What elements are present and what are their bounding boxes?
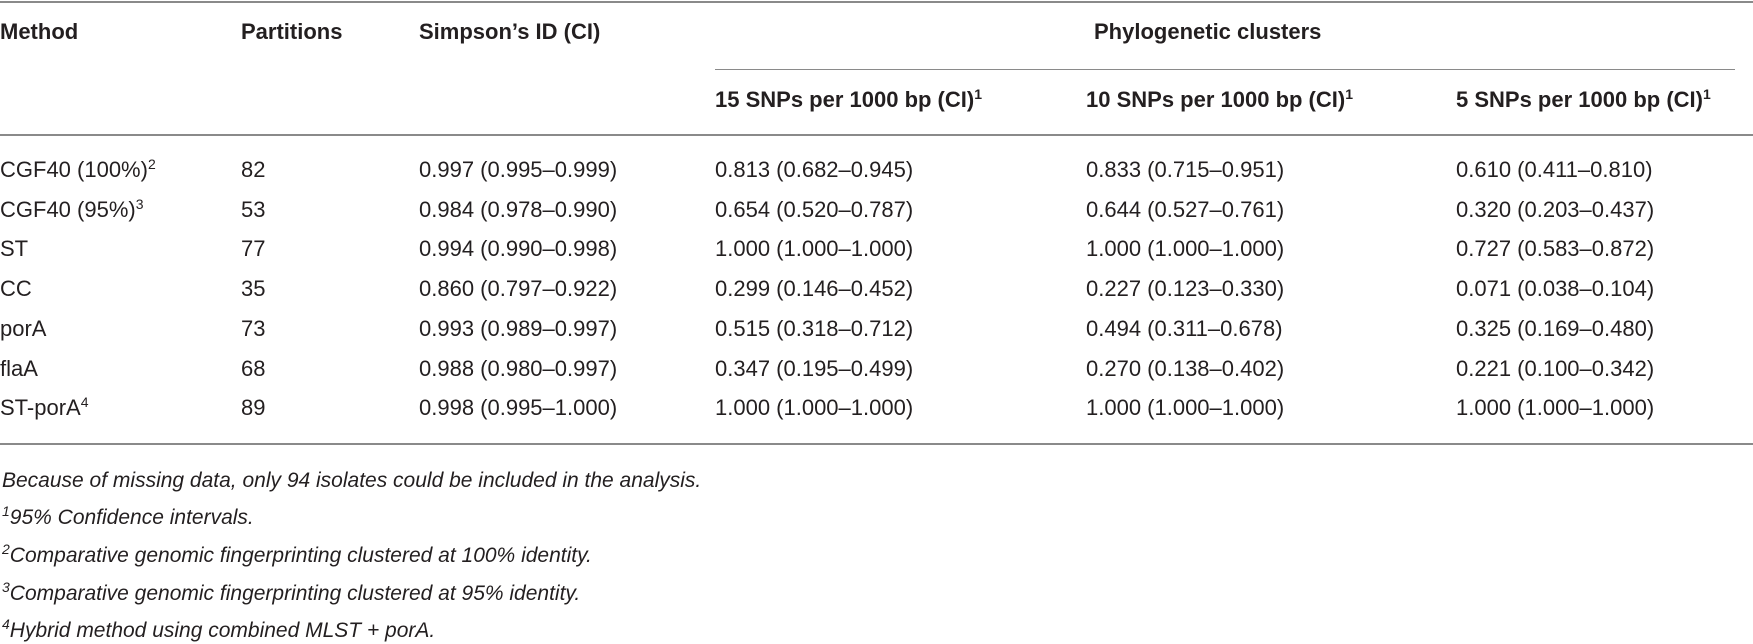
column-subheader: 5 SNPs per 1000 bp (CI)1 xyxy=(1456,87,1711,113)
footnote-marker: 1 xyxy=(2,503,10,519)
column-subheader-text: 15 SNPs per 1000 bp (CI) xyxy=(715,87,975,112)
cell: 82 xyxy=(241,157,266,182)
column-subheader-text: 10 SNPs per 1000 bp (CI) xyxy=(1086,87,1346,112)
cell: 53 xyxy=(241,196,266,222)
column-subheader: 10 SNPs per 1000 bp (CI)1 xyxy=(1086,87,1353,113)
superscript: 1 xyxy=(974,86,983,102)
superscript: 2 xyxy=(147,156,156,172)
cell: 77 xyxy=(241,236,266,262)
footnote: 195% Confidence intervals. xyxy=(2,503,254,531)
cell: 0.993 (0.989–0.997) xyxy=(419,315,618,341)
method-cell: CC xyxy=(0,276,32,302)
bottom-rule xyxy=(0,443,1753,445)
column-subheader-text: 5 SNPs per 1000 bp (CI) xyxy=(1456,87,1703,112)
footnote-marker: 3 xyxy=(2,578,10,595)
method-cell: CGF40 (95%)3 xyxy=(0,197,144,223)
cell: 0.347 (0.195–0.499) xyxy=(715,355,914,381)
cell: 1.000 (1.000–1.000) xyxy=(715,236,914,262)
column-header: Method xyxy=(0,19,79,44)
cell: 1.000 (1.000–1.000) xyxy=(715,395,914,421)
method-cell-text: CC xyxy=(0,276,32,302)
method-cell-text: CGF40 (100%) xyxy=(0,157,148,182)
method-cell-text: porA xyxy=(0,315,47,341)
cell: 0.221 (0.100–0.342) xyxy=(1456,355,1655,381)
cell: 68 xyxy=(241,355,266,381)
cell: 0.988 (0.980–0.997) xyxy=(419,355,618,381)
cell: 1.000 (1.000–1.000) xyxy=(1086,395,1285,421)
method-cell: flaA xyxy=(0,356,38,382)
footnote: 2Comparative genomic fingerprinting clus… xyxy=(2,540,592,569)
superscript: 1 xyxy=(1345,86,1354,102)
superscript: 1 xyxy=(1702,86,1711,102)
group-header: Phylogenetic clusters xyxy=(1094,19,1322,44)
top-rule xyxy=(0,1,1753,3)
cell: 0.299 (0.146–0.452) xyxy=(715,276,914,302)
cell: 0.494 (0.311–0.678) xyxy=(1086,315,1283,341)
method-cell-text: ST-porA xyxy=(0,395,81,421)
group-rule xyxy=(715,69,1735,70)
method-cell: ST-porA4 xyxy=(0,395,89,421)
cell: 73 xyxy=(241,315,266,341)
column-header: Partitions xyxy=(241,19,343,44)
cell: 0.727 (0.583–0.872) xyxy=(1456,236,1655,262)
cell: 0.610 (0.411–0.810) xyxy=(1456,157,1653,182)
cell: 1.000 (1.000–1.000) xyxy=(1086,236,1285,262)
footnote: 4Hybrid method using combined MLST + por… xyxy=(2,616,436,644)
cell: 0.320 (0.203–0.437) xyxy=(1456,196,1655,222)
cell: 0.270 (0.138–0.402) xyxy=(1086,355,1285,381)
cell: 0.833 (0.715–0.951) xyxy=(1086,157,1285,182)
footnote-text: 95% Confidence intervals. xyxy=(9,506,254,529)
method-cell: ST xyxy=(0,236,28,262)
cell: 0.860 (0.797–0.922) xyxy=(419,276,618,302)
table-note: Because of missing data, only 94 isolate… xyxy=(2,469,702,492)
cell: 0.813 (0.682–0.945) xyxy=(715,157,914,182)
method-cell: CGF40 (100%)2 xyxy=(0,157,156,183)
column-subheader: 15 SNPs per 1000 bp (CI)1 xyxy=(715,87,982,113)
cell: 1.000 (1.000–1.000) xyxy=(1456,395,1655,421)
cell: 0.998 (0.995–1.000) xyxy=(419,395,618,421)
column-header: Simpson’s ID (CI) xyxy=(419,19,601,44)
cell: 0.984 (0.978–0.990) xyxy=(419,196,618,222)
superscript: 3 xyxy=(135,195,144,212)
footnote-text: Comparative genomic fingerprinting clust… xyxy=(9,581,581,605)
cell: 35 xyxy=(241,276,266,302)
cell: 0.515 (0.318–0.712) xyxy=(715,315,914,341)
cell: 0.325 (0.169–0.480) xyxy=(1456,315,1655,341)
footnote-marker: 4 xyxy=(2,616,10,633)
method-cell-text: ST xyxy=(0,236,29,262)
cell: 0.997 (0.995–0.999) xyxy=(419,157,618,182)
cell: 0.071 (0.038–0.104) xyxy=(1456,276,1655,302)
footnote-marker: 2 xyxy=(2,540,10,557)
cell: 0.654 (0.520–0.787) xyxy=(715,196,914,222)
cell: 0.644 (0.527–0.761) xyxy=(1086,196,1285,222)
footnote-text: Hybrid method using combined MLST + porA… xyxy=(9,619,436,643)
cell: 89 xyxy=(241,395,266,421)
method-cell: porA xyxy=(0,316,46,342)
footnote-text: Comparative genomic fingerprinting clust… xyxy=(9,543,592,567)
footnote: 3Comparative genomic fingerprinting clus… xyxy=(2,578,581,607)
method-cell-text: flaA xyxy=(0,355,38,381)
cell: 0.994 (0.990–0.998) xyxy=(419,236,618,262)
method-cell-text: CGF40 (95%) xyxy=(0,196,136,222)
header-rule xyxy=(0,134,1753,136)
cell: 0.227 (0.123–0.330) xyxy=(1086,276,1285,302)
superscript: 4 xyxy=(80,394,89,411)
